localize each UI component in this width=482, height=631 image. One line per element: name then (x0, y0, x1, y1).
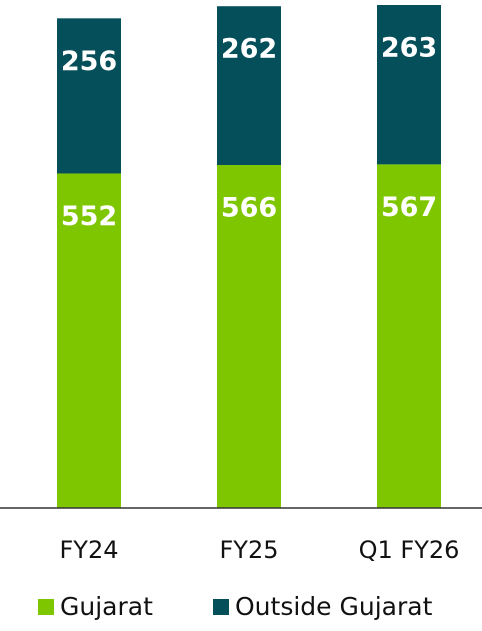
data-label: 263 (381, 33, 437, 64)
x-tick-label: Q1 FY26 (359, 536, 460, 564)
data-label: 566 (221, 192, 277, 223)
legend-label: Gujarat (60, 592, 153, 621)
bar-segment (57, 173, 121, 508)
bar-segment (377, 5, 441, 165)
x-tick-label: FY24 (59, 536, 118, 564)
x-tick-label: FY25 (219, 536, 278, 564)
data-label: 256 (61, 46, 117, 77)
data-label: 567 (381, 192, 437, 223)
data-label: 552 (61, 201, 117, 232)
data-label: 262 (221, 34, 277, 65)
bar-segment (377, 164, 441, 508)
bar-segment (217, 6, 281, 165)
bar-segment (217, 164, 281, 508)
bar-segment (57, 18, 121, 174)
legend-swatch (38, 599, 54, 615)
legend-label: Outside Gujarat (235, 592, 433, 621)
legend-swatch (213, 599, 229, 615)
